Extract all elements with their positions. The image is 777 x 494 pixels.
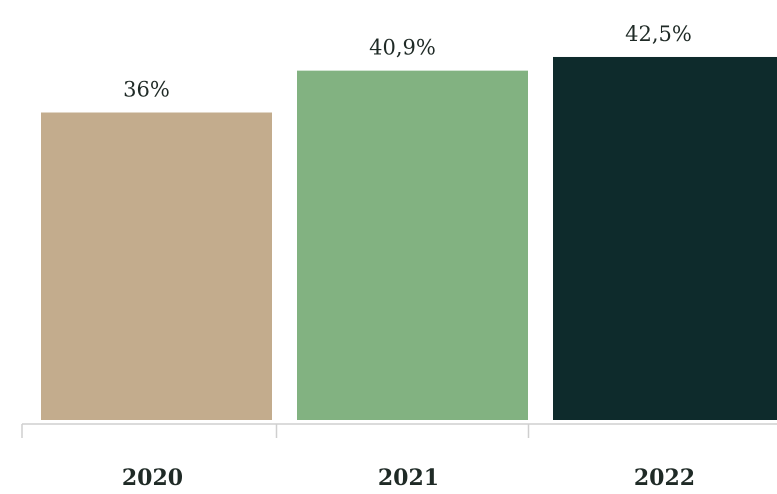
- bars: [41, 56, 777, 421]
- x-tick-label-2021: 2021: [378, 465, 439, 491]
- value-label-2020: 36%: [123, 78, 170, 102]
- bar-2022: [553, 56, 777, 421]
- bar-2020: [41, 112, 272, 420]
- value-labels: 36% 40,9% 42,5%: [123, 22, 692, 102]
- x-tick-label-2022: 2022: [634, 465, 695, 491]
- bar-2021: [297, 70, 528, 420]
- x-tick-labels: 2020 2021 2022: [122, 465, 695, 491]
- value-label-2022: 42,5%: [625, 22, 692, 46]
- x-tick-label-2020: 2020: [122, 465, 183, 491]
- value-label-2021: 40,9%: [369, 36, 436, 60]
- x-axis: [21, 423, 777, 438]
